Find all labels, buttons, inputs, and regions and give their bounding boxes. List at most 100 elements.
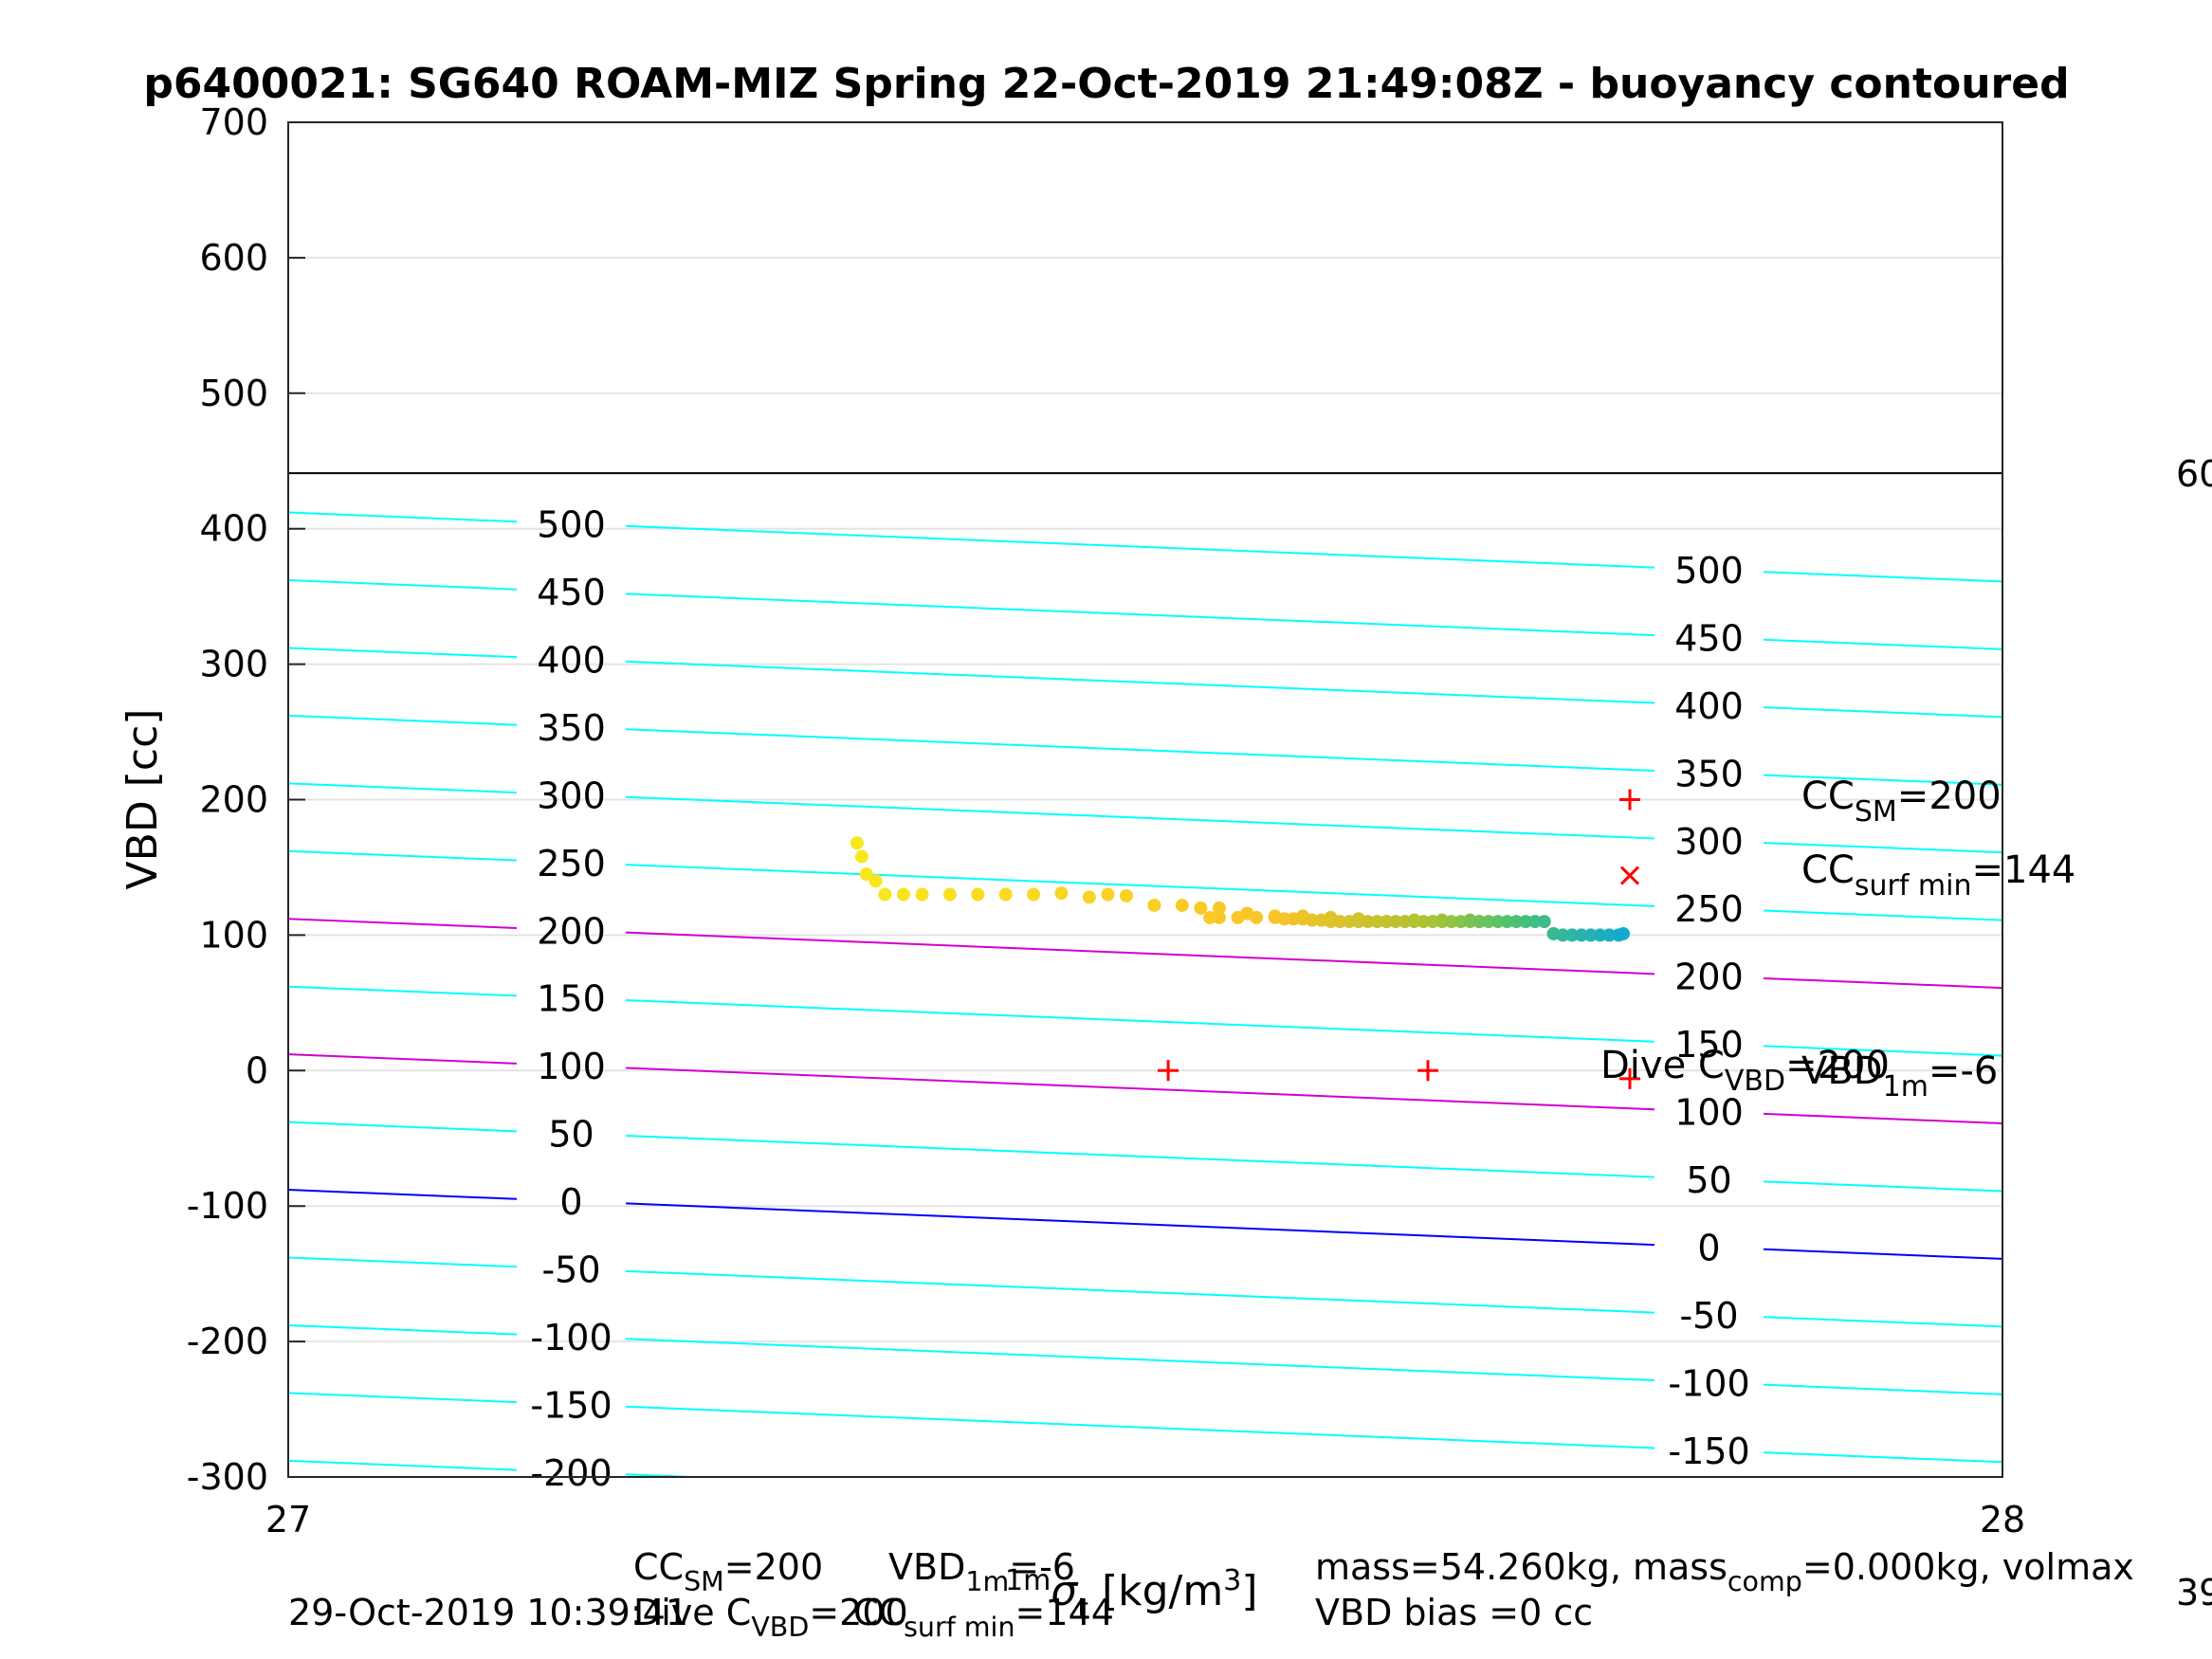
y-tick-label: 0: [246, 1049, 268, 1091]
data-point: [1277, 912, 1291, 926]
data-point: [1082, 890, 1096, 904]
data-point: [1212, 901, 1226, 915]
contour-line: [625, 1134, 1655, 1178]
y-tick-label: 400: [199, 508, 268, 550]
x-tick-label: 27: [265, 1499, 311, 1540]
y-tick-label: 300: [199, 644, 268, 685]
data-point: [1481, 915, 1495, 929]
contour-line: [1763, 1112, 2003, 1125]
x-axis-label: 1mσt [kg/m3]: [1005, 1564, 1257, 1626]
dive-c-vbd-annotation: Dive CVBD=200: [1600, 1044, 1890, 1098]
contour-line: [625, 1269, 1655, 1314]
data-point: [1426, 915, 1440, 929]
contour-line: [1763, 638, 2003, 650]
contour-line: [287, 511, 518, 523]
contour-line: [287, 1121, 518, 1133]
footer-dive-c: Dive CVBD=200: [633, 1592, 908, 1643]
contour-label: 50: [1686, 1159, 1731, 1201]
plus-marker: [1619, 1067, 1640, 1089]
contour-line: [625, 660, 1655, 704]
contour-line: [625, 728, 1655, 772]
contour-line: [287, 1459, 518, 1471]
data-point: [1389, 915, 1403, 929]
data-point: [1194, 901, 1208, 915]
data-point: [1231, 910, 1245, 924]
contour-label: 150: [1674, 1024, 1744, 1066]
contour-line: [625, 864, 1655, 907]
data-point: [915, 887, 929, 902]
contour-label: 350: [1674, 753, 1744, 794]
contour-label: -100: [1668, 1362, 1749, 1404]
data-point: [878, 887, 892, 902]
footer-timestamp: 29-Oct-2019 10:39:41: [288, 1592, 688, 1633]
contour-line: [1763, 1451, 2003, 1464]
data-point: [1101, 887, 1115, 902]
contour-line: [1763, 976, 2003, 990]
data-point: [1417, 915, 1431, 929]
x-axis-ticks: 27 28: [265, 1460, 2025, 1540]
data-point: [1463, 915, 1477, 929]
contour-label: 450: [1674, 617, 1744, 659]
contour-line: [625, 1338, 1655, 1382]
data-point: [1333, 915, 1347, 929]
data-point: [1500, 915, 1514, 929]
data-point: [1212, 910, 1226, 924]
contour-label: 500: [537, 504, 606, 546]
data-point: [1324, 915, 1338, 929]
plus-marker: [1417, 1060, 1438, 1082]
data-point: [1343, 915, 1357, 929]
contour-line: [625, 1066, 1655, 1111]
contour-label: 500: [1674, 550, 1744, 592]
contour-label: 250: [537, 843, 606, 884]
footer-cc-surf-min: CCsurf min=144: [853, 1592, 1114, 1643]
cc-sm-annotation: CCSM=200: [1801, 775, 2002, 829]
footer: CCSM=200 VBD1m=-6 mass=54.260kg, masscomp=…: [288, 1546, 2134, 1643]
data-point: [854, 849, 868, 864]
data-point: [1351, 915, 1365, 929]
contour-line: [1763, 1248, 2003, 1260]
data-point: [1583, 928, 1598, 942]
data-point: [1574, 928, 1588, 942]
contour-label: 0: [1697, 1227, 1720, 1268]
contour-line: [1763, 774, 2003, 786]
data-point: [859, 867, 873, 882]
contour-label: 150: [537, 978, 606, 1020]
contour-label: 200: [1674, 957, 1744, 998]
contour-label: 300: [1674, 821, 1744, 863]
data-series: [850, 836, 1630, 942]
right-edge-label: 60: [2176, 453, 2212, 495]
data-point: [1444, 915, 1458, 929]
data-point: [998, 887, 1013, 902]
data-point: [1593, 928, 1607, 942]
data-point: [868, 874, 883, 888]
data-point: [1519, 915, 1533, 929]
y-axis-label: VBD [cc]: [119, 709, 167, 890]
buoyancy-contours: 5005004504504004003503503003002502502002…: [287, 504, 2003, 1494]
contour-line: [287, 782, 518, 794]
y-tick-label: -200: [187, 1321, 268, 1362]
contour-line: [625, 1202, 1655, 1247]
data-point: [1435, 915, 1450, 929]
data-point: [1602, 928, 1617, 942]
data-point: [1565, 928, 1580, 942]
contour-line: [287, 579, 518, 591]
footer-vbd-1m: VBD1m=-6: [888, 1546, 1075, 1597]
footer-mass: mass=54.260kg, masscomp=0.000kg, volmax: [1315, 1546, 2134, 1597]
data-point: [971, 887, 985, 902]
data-point: [896, 887, 910, 902]
right-edge-label: 39: [2176, 1572, 2212, 1613]
contour-line: [625, 592, 1655, 637]
data-point: [1120, 888, 1134, 902]
data-point: [1147, 898, 1161, 912]
contour-label: -50: [1679, 1295, 1738, 1337]
footer-cc-sm: CCSM=200: [633, 1546, 823, 1597]
contour-line: [1763, 1316, 2003, 1328]
contour-line: [287, 1053, 518, 1065]
contour-line: [1763, 1180, 2003, 1193]
contour-line: [1763, 1045, 2003, 1057]
contour-line: [287, 714, 518, 726]
contour-label: -100: [530, 1317, 612, 1358]
chart-title: p6400021: SG640 ROAM-MIZ Spring 22-Oct-2…: [143, 60, 2069, 108]
y-tick-label: 600: [199, 237, 268, 279]
cross-marker: [1619, 866, 1640, 885]
